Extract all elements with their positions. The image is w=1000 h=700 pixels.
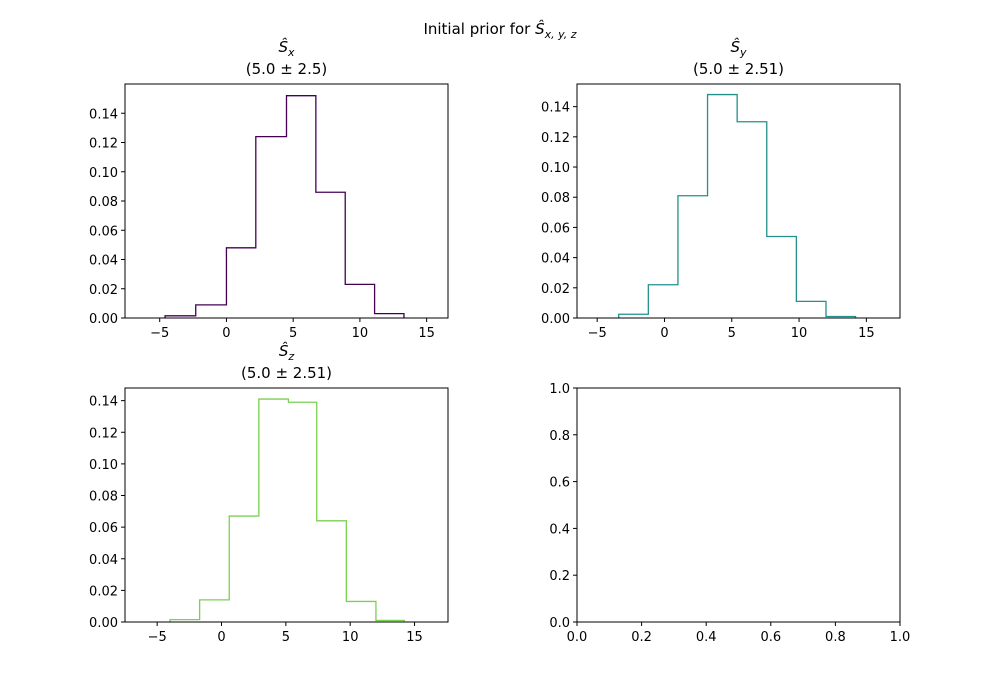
- y-tick-label: 0.04: [89, 254, 118, 269]
- subplot-title-sz: Ŝz: [279, 341, 295, 363]
- subplot-title-subscript: x: [287, 46, 295, 59]
- x-tick-label: 0: [217, 630, 225, 645]
- y-tick-label: 0.02: [89, 584, 118, 599]
- subplot-subtitle-sz: (5.0 ± 2.51): [241, 364, 332, 382]
- subplot-subtitle-sx: (5.0 ± 2.5): [246, 60, 328, 78]
- y-tick-label: 0.04: [89, 553, 118, 568]
- y-tick-label: 0.12: [89, 426, 118, 441]
- subplot-title-symbol: Ŝ: [278, 37, 288, 56]
- y-tick-label: 0.08: [89, 195, 118, 210]
- y-tick-label: 0.10: [89, 166, 118, 181]
- y-tick-label: 0.0: [549, 616, 570, 631]
- subplot-title-symbol: Ŝ: [730, 37, 740, 56]
- subplot-title-sy: Ŝy: [730, 37, 747, 59]
- y-tick-label: 0.00: [89, 312, 118, 327]
- subplot-sx: Ŝx(5.0 ± 2.5) −5 0 5 10 15 0.00 0.02 0.04 0.06 0.0…: [89, 37, 449, 341]
- y-tick-label: 0.6: [549, 476, 570, 491]
- x-tick-label: 0: [660, 326, 668, 341]
- axes-frame-sz: [124, 387, 449, 623]
- x-tick-label: 0.8: [825, 630, 846, 645]
- y-tick-label: 0.2: [549, 569, 570, 584]
- x-tick-label: 15: [858, 326, 875, 341]
- y-tick-label: 0.06: [89, 224, 118, 239]
- y-tick-label: 0.00: [89, 616, 118, 631]
- x-tick-label: 5: [728, 326, 736, 341]
- subplot-subtitle-sy: (5.0 ± 2.51): [693, 60, 784, 78]
- y-tick-label: 0.08: [541, 191, 570, 206]
- x-tick-label: 0.6: [760, 630, 781, 645]
- y-tick-label: 0.08: [89, 490, 118, 505]
- subplot-title-subscript: z: [287, 350, 294, 363]
- x-tick-label: 10: [352, 326, 369, 341]
- y-tick-label: 1.0: [549, 382, 570, 397]
- x-tick-label: 0.0: [567, 630, 588, 645]
- x-tick-label: 0.2: [631, 630, 652, 645]
- subplot-sy: Ŝy(5.0 ± 2.51) −5 0 5 10 15 0.00 0.02 0.04 0.06 0.…: [541, 37, 901, 341]
- y-tick-label: 0.02: [541, 282, 570, 297]
- y-tick-label: 0.10: [541, 161, 570, 176]
- x-tick-label: 10: [342, 630, 359, 645]
- x-tick-label: −5: [150, 326, 169, 341]
- y-tick-label: 0.14: [89, 395, 118, 410]
- y-tick-label: 0.12: [89, 137, 118, 152]
- x-tick-label: 5: [289, 326, 297, 341]
- y-tick-label: 0.02: [89, 283, 118, 298]
- subplot-grid: Ŝx(5.0 ± 2.5)−5 0 5 10 150.000.020.040.060.0…: [89, 37, 910, 645]
- histogram-outline-sy: [618, 93, 857, 318]
- subplot-title-symbol: Ŝ: [279, 341, 289, 360]
- subplot-title-sx: Ŝx: [278, 37, 295, 59]
- x-tick-label: 15: [418, 326, 435, 341]
- y-tick-label: 0.14: [89, 107, 118, 122]
- y-tick-label: 0.4: [549, 522, 570, 537]
- y-tick-label: 0.06: [89, 521, 118, 536]
- axes-frame-sy: [576, 83, 901, 319]
- y-tick-label: 0.04: [541, 252, 570, 267]
- histogram-outline-sx: [164, 95, 405, 318]
- x-tick-label: 10: [791, 326, 808, 341]
- x-tick-label: −5: [148, 630, 167, 645]
- y-tick-label: 0.00: [541, 312, 570, 327]
- x-tick-label: 0.4: [696, 630, 717, 645]
- y-tick-label: 0.14: [541, 101, 570, 116]
- subplot-title-subscript: y: [739, 46, 747, 59]
- x-tick-label: 15: [406, 630, 423, 645]
- y-tick-label: 0.06: [541, 221, 570, 236]
- subplot-empty: 0.0 0.2 0.4 0.6 0.8 1.0 0.0 0.2 0.4 0.6 0.8 1.0: [549, 382, 910, 645]
- y-tick-label: 0.10: [89, 458, 118, 473]
- y-tick-label: 0.12: [541, 131, 570, 146]
- figure-suptitle: Initial prior for Ŝx, y, z: [423, 19, 576, 41]
- x-tick-label: 5: [282, 630, 290, 645]
- x-tick-label: −5: [588, 326, 607, 341]
- subplot-sz: Ŝz(5.0 ± 2.51) −5 0 5 10 15 0.00 0.02 0.04 0.06 0.…: [89, 341, 449, 645]
- axes-frame-empty: [576, 387, 901, 623]
- y-tick-label: 0.8: [549, 429, 570, 444]
- x-tick-label: 1.0: [890, 630, 911, 645]
- histogram-outline-sz: [169, 398, 405, 622]
- x-tick-label: 0: [222, 326, 230, 341]
